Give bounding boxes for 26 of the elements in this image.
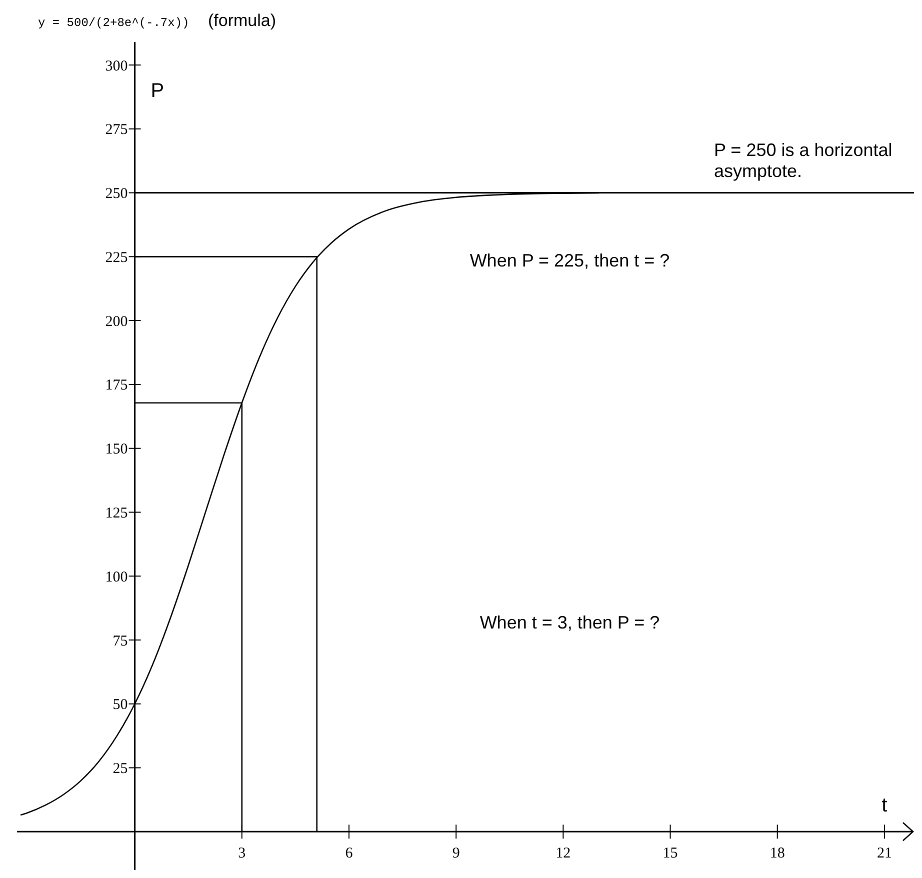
ref-line-label: P = 250 is a horizontal asymptote.: [714, 140, 892, 181]
y-tick-label: 100: [105, 569, 128, 586]
y-tick-label: 125: [105, 505, 128, 522]
chart-subtitle: (formula): [208, 11, 276, 30]
y-tick-label: 200: [105, 314, 128, 330]
y-tick-label: 300: [105, 58, 128, 74]
x-tick-label: 3: [238, 846, 246, 862]
annotation: When P = 225, then t = ?: [470, 250, 670, 271]
y-tick-label: 150: [105, 442, 128, 458]
x-tick-label: 21: [876, 846, 892, 862]
x-tick-label: 18: [770, 846, 785, 862]
y-tick-label: 225: [105, 250, 128, 266]
y-tick-label: 25: [112, 761, 128, 778]
y-tick-label: 275: [105, 122, 128, 138]
x-tick-label: 12: [556, 846, 571, 862]
x-tick-label: 15: [662, 846, 678, 862]
y-axis-title: P: [150, 80, 164, 102]
y-tick-label: 250: [105, 186, 128, 202]
x-tick-label: 9: [452, 846, 460, 862]
y-tick-label: 175: [105, 378, 128, 394]
x-tick-label: 6: [345, 846, 354, 862]
y-tick-label: 50: [112, 697, 128, 714]
annotation: When t = 3, then P = ?: [480, 612, 660, 633]
chart-title: y = 500/(2+8e^(-.7x)): [38, 16, 190, 30]
x-axis-title: t: [882, 794, 888, 817]
y-tick-label: 75: [112, 633, 128, 650]
